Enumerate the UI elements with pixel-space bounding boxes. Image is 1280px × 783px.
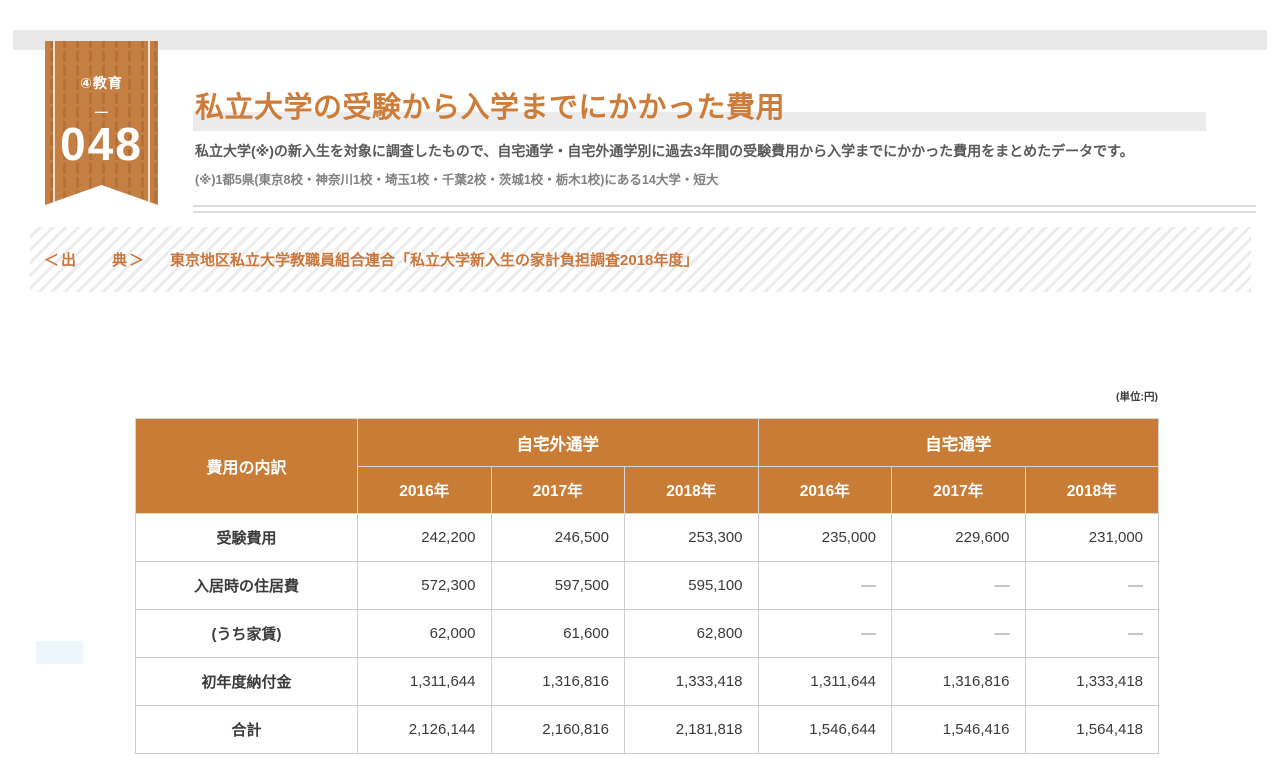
table-row-first-year-payment: 初年度納付金 1,311,644 1,316,816 1,333,418 1,3… <box>135 657 1160 706</box>
row-label: 初年度納付金 <box>135 657 358 706</box>
table-cell: 229,600 <box>891 513 1026 562</box>
year-header: 2017年 <box>891 466 1026 514</box>
category-ribbon: ④教育 — 048 <box>45 41 158 205</box>
table-cell: 242,200 <box>357 513 492 562</box>
table-cell: 1,564,418 <box>1024 705 1160 754</box>
table-cell: 253,300 <box>624 513 759 562</box>
year-header: 2017年 <box>490 466 625 514</box>
source-text: 東京地区私立大学教職員組合連合「私立大学新入生の家計負担調査2018年度」 <box>170 252 699 269</box>
table-cell: 246,500 <box>490 513 625 562</box>
table-cell: — <box>757 609 893 658</box>
title-highlight-bar <box>193 112 1206 131</box>
ribbon-category-label: ④教育 <box>80 75 123 91</box>
row-label: 合計 <box>135 705 358 754</box>
cost-table: 費用の内訳 自宅外通学 自宅通学 2016年 2017年 2018年 2016年… <box>135 418 1160 754</box>
ribbon-edge-line <box>53 41 55 205</box>
ribbon-edge-line <box>148 41 150 205</box>
table-cell: 61,600 <box>490 609 625 658</box>
table-cell: 1,333,418 <box>1024 657 1160 706</box>
description-text: 私立大学(※)の新入生を対象に調査したもので、自宅通学・自宅外通学別に過去3年間… <box>195 143 1134 159</box>
highlight-artifact <box>36 641 83 664</box>
table-cell: 2,160,816 <box>490 705 625 754</box>
column-group-away-from-home: 自宅外通学 <box>357 418 759 467</box>
table-row-exam-fees: 受験費用 242,200 246,500 253,300 235,000 229… <box>135 513 1160 562</box>
table-cell: 572,300 <box>357 561 492 610</box>
unit-note: (単位:円) <box>1116 391 1158 403</box>
table-cell: — <box>1024 561 1160 610</box>
year-header: 2016年 <box>357 466 492 514</box>
table-cell: 2,126,144 <box>357 705 492 754</box>
table-cell: 595,100 <box>624 561 759 610</box>
table-cell: — <box>1024 609 1160 658</box>
table-cell: 1,546,644 <box>757 705 893 754</box>
table-cell: 597,500 <box>490 561 625 610</box>
table-cell: — <box>891 561 1026 610</box>
table-row-housing-cost: 入居時の住居費 572,300 597,500 595,100 — — — <box>135 561 1160 610</box>
description-footnote: (※)1都5県(東京8校・神奈川1校・埼玉1校・千葉2校・茨城1校・栃木1校)に… <box>195 173 719 187</box>
table-cell: 1,316,816 <box>490 657 625 706</box>
row-label: 受験費用 <box>135 513 358 562</box>
row-label: 入居時の住居費 <box>135 561 358 610</box>
table-cell: 1,311,644 <box>357 657 492 706</box>
year-header: 2018年 <box>1024 466 1160 514</box>
ribbon-number: 048 <box>60 118 143 170</box>
top-gray-strip <box>13 30 1267 50</box>
table-year-header-row: 2016年 2017年 2018年 2016年 2017年 2018年 <box>136 466 1160 514</box>
table-cell: 1,316,816 <box>891 657 1026 706</box>
row-label: (うち家賃) <box>135 609 358 658</box>
page-title: 私立大学の受験から入学までにかかった費用 <box>195 92 786 124</box>
source-label: ＜出 典＞ <box>44 252 147 269</box>
table-cell: 2,181,818 <box>624 705 759 754</box>
table-cell: 231,000 <box>1024 513 1160 562</box>
table-cell: — <box>757 561 893 610</box>
ribbon-dash: — <box>95 104 108 119</box>
table-cell: 1,333,418 <box>624 657 759 706</box>
table-cell: 1,311,644 <box>757 657 893 706</box>
table-row-total: 合計 2,126,144 2,160,816 2,181,818 1,546,6… <box>135 705 1160 754</box>
column-group-commute-from-home: 自宅通学 <box>757 418 1160 467</box>
year-header: 2016年 <box>757 466 893 514</box>
year-header: 2018年 <box>624 466 759 514</box>
table-cell: 235,000 <box>757 513 893 562</box>
table-group-header-row: 費用の内訳 自宅外通学 自宅通学 <box>135 418 1160 514</box>
table-cell: 62,800 <box>624 609 759 658</box>
table-cell: 62,000 <box>357 609 492 658</box>
section-divider <box>193 205 1256 213</box>
table-cell: — <box>891 609 1026 658</box>
table-cell: 1,546,416 <box>891 705 1026 754</box>
column-header-breakdown: 費用の内訳 <box>135 418 358 514</box>
source-band: ＜出 典＞ 東京地区私立大学教職員組合連合「私立大学新入生の家計負担調査2018… <box>30 227 1251 292</box>
table-row-rent: (うち家賃) 62,000 61,600 62,800 — — — <box>135 609 1160 658</box>
